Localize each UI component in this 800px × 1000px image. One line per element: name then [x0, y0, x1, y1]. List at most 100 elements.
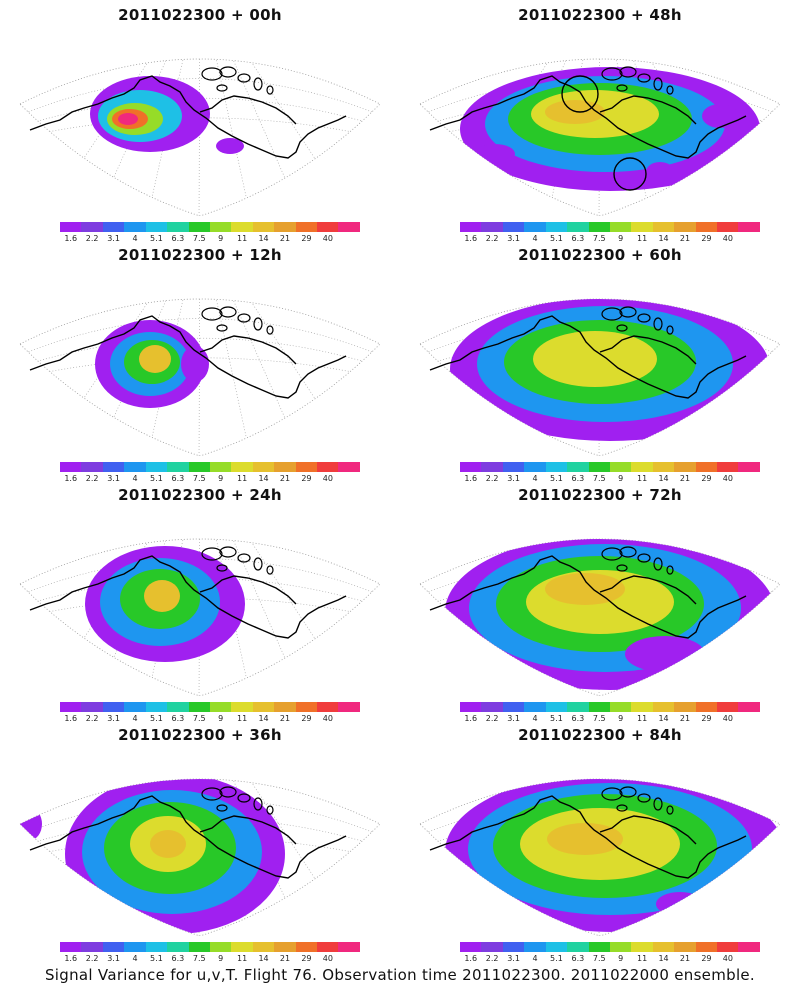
- island-outline: [219, 66, 237, 78]
- colorbar: [60, 702, 360, 712]
- colorbar-cell: [567, 222, 589, 232]
- colorbar-cell: [631, 222, 653, 232]
- coastline-segment: [199, 575, 297, 605]
- colorbar-tick-label: 5.1: [550, 234, 563, 243]
- colorbar-cell: [524, 222, 546, 232]
- colorbar-cell: [502, 222, 525, 232]
- colorbar-tick-label: 40: [322, 714, 333, 723]
- colorbar-tick-label: 40: [322, 474, 333, 483]
- colorbar-tick-label: 7.5: [192, 234, 206, 243]
- colorbar-cell: [674, 462, 696, 472]
- colorbar-tick-label: 3.1: [107, 474, 120, 483]
- colorbar-cell: [145, 702, 168, 712]
- island-outline: [666, 565, 674, 575]
- island-outline: [219, 306, 237, 318]
- colorbar-tick-label: 7.5: [592, 714, 606, 723]
- variance-field: [58, 546, 245, 662]
- island-outline: [253, 797, 263, 811]
- colorbar-tick-label: 6.3: [171, 234, 185, 243]
- coastline-segment: [429, 315, 747, 399]
- coastline-segment: [199, 95, 297, 125]
- colorbar-tick-label: 1.6: [464, 474, 478, 483]
- colorbar-cell: [695, 462, 718, 472]
- island-outline: [619, 786, 637, 798]
- variance-contour: [719, 394, 751, 414]
- colorbar-cell: [209, 222, 232, 232]
- colorbar-cell: [567, 462, 589, 472]
- map-plot: [19, 778, 381, 936]
- island-outline: [266, 805, 274, 815]
- colorbar-cell: [274, 462, 296, 472]
- colorbar-cell: [481, 702, 503, 712]
- colorbar-cell: [481, 462, 503, 472]
- colorbar-cell: [60, 702, 82, 712]
- variance-contour: [702, 104, 738, 128]
- colorbar-cell: [588, 942, 610, 952]
- variance-contour: [545, 573, 625, 605]
- colorbar-tick-label: 3.1: [107, 954, 120, 963]
- colorbar-cell: [209, 702, 232, 712]
- meridian-line: [199, 59, 359, 216]
- colorbar-cell: [695, 222, 718, 232]
- colorbar-tick-label: 29: [701, 954, 712, 963]
- colorbar-tick-label: 6.3: [571, 714, 585, 723]
- colorbar-tick-label: 14: [258, 714, 269, 723]
- colorbar-tick-label: 3.1: [507, 234, 520, 243]
- colorbar-tick-label: 9: [218, 954, 224, 963]
- colorbar-cell: [460, 702, 482, 712]
- colorbar-tick-label: 5.1: [150, 474, 163, 483]
- colorbar-tick-label: 3.1: [107, 714, 120, 723]
- meridian-line: [199, 299, 359, 456]
- colorbar-cell: [717, 462, 739, 472]
- island-outline: [266, 85, 274, 95]
- domain-outline: [19, 58, 381, 216]
- observation-circle: [561, 75, 599, 113]
- colorbar-tick-label: 2.2: [485, 474, 499, 483]
- island-outline: [219, 786, 237, 798]
- colorbar-tick-label: 40: [722, 474, 733, 483]
- variance-field: [445, 779, 780, 932]
- coastline-segment: [599, 815, 697, 845]
- colorbar-tick-label: 21: [679, 714, 691, 723]
- colorbar-tick-label: 14: [658, 954, 669, 963]
- island-outline: [601, 67, 623, 81]
- colorbar-tick-label: 4: [132, 954, 138, 963]
- colorbar-tick-label: 2.2: [85, 714, 99, 723]
- colorbar-cell: [124, 462, 146, 472]
- map-panel: 2011022300 + 24h 1.6 2.2 3.1 4 5.1 6.3 7.5 9 11 14…: [0, 480, 400, 723]
- colorbar-tick-label: 9: [618, 714, 624, 723]
- island-outline: [653, 557, 663, 571]
- colorbar-tick-label: 9: [218, 714, 224, 723]
- colorbar-cell: [188, 462, 210, 472]
- colorbar-tick-label: 40: [722, 234, 733, 243]
- colorbar-tick-label: 21: [679, 954, 691, 963]
- colorbar-tick-label: 40: [722, 954, 733, 963]
- colorbar-cell: [167, 462, 189, 472]
- island-outline: [619, 306, 637, 318]
- colorbar-labels: 1.6 2.2 3.1 4 5.1 6.3 7.5 9 11 14 21 29 40: [460, 474, 760, 484]
- island-outline: [201, 787, 223, 801]
- colorbar-cell: [545, 222, 568, 232]
- colorbar-labels: 1.6 2.2 3.1 4 5.1 6.3 7.5 9 11 14 21 29 40: [460, 714, 760, 724]
- variance-field: [460, 67, 760, 191]
- meridian-line: [199, 299, 253, 456]
- colorbar-cell: [609, 942, 632, 952]
- colorbar-cell: [738, 942, 760, 952]
- colorbar-cell: [545, 702, 568, 712]
- colorbar-tick-label: 40: [322, 954, 333, 963]
- map-panel: 2011022300 + 48h 1.6 2.2 3.1 4 5.1 6.3 7.5 9 11 14…: [400, 0, 800, 243]
- map-panel: 2011022300 + 72h 1.6 2.2 3.1 4 5.1 6.3 7.5 9 11 14…: [400, 480, 800, 723]
- variance-contour: [144, 580, 180, 612]
- colorbar-cell: [231, 702, 253, 712]
- colorbar-cell: [588, 702, 610, 712]
- colorbar-cell: [145, 462, 168, 472]
- colorbar-tick-label: 2.2: [485, 954, 499, 963]
- meridian-line: [198, 299, 201, 456]
- colorbar-tick-label: 5.1: [150, 954, 163, 963]
- colorbar-cell: [60, 222, 82, 232]
- colorbar-tick-label: 6.3: [571, 954, 585, 963]
- colorbar-cell: [252, 942, 275, 952]
- colorbar-cell: [295, 942, 318, 952]
- colorbar-tick-label: 3.1: [107, 234, 120, 243]
- meridian-line: [199, 539, 253, 696]
